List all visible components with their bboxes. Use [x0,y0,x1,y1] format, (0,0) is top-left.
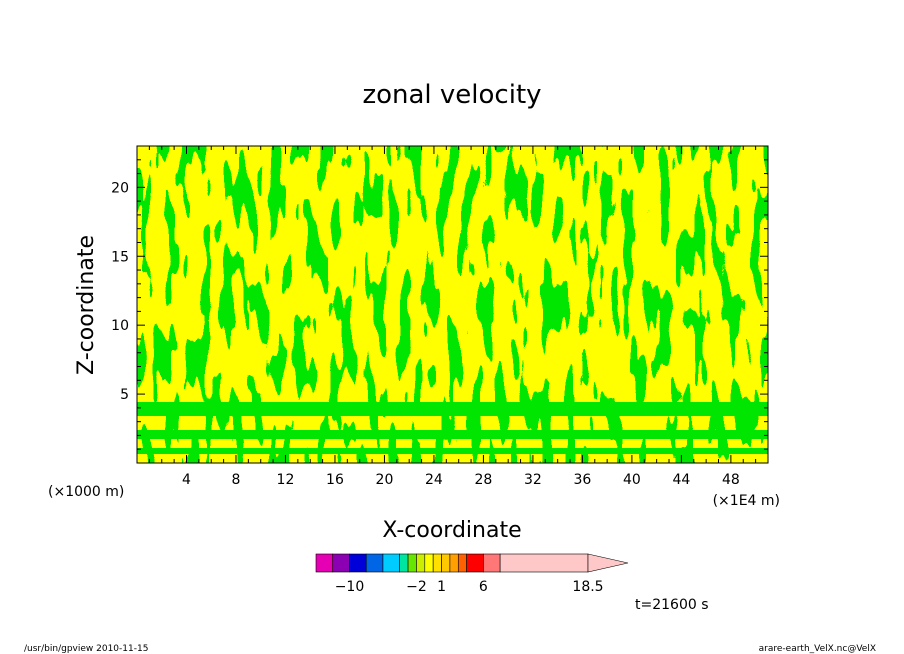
colorbar-label: 18.5 [572,579,603,595]
colorbar-segment [382,553,400,573]
colorbar-segment [399,553,409,573]
y-tick-label: 10 [111,318,129,334]
x-tick-label: 20 [376,472,394,488]
colorbar-segment [416,553,426,573]
colorbar-segment [407,553,417,573]
x-tick-label: 32 [524,472,542,488]
x-unit-right: (×1E4 m) [713,493,780,509]
colorbar-label: 6 [479,579,488,595]
bottom-bands [137,402,768,454]
colorbar-label: 1 [437,579,446,595]
colorbar-segment [483,553,501,573]
footer-left: /usr/bin/gpview 2010-11-15 [24,644,148,654]
x-unit-left: (×1000 m) [48,484,124,500]
time-label: t=21600 s [635,597,709,613]
x-tick-label: 48 [722,472,740,488]
y-tick-label: 5 [120,387,129,403]
colorbar-segment [332,553,350,573]
x-axis: 4 8 12 16 20 24 28 32 36 40 44 48 [148,146,757,488]
colorbar-segment [457,553,467,573]
x-tick-label: 16 [326,472,344,488]
y-axis: 5 10 15 20 [111,159,768,450]
x-tick-label: 8 [232,472,241,488]
colorbar-segment [499,553,589,573]
x-tick-label: 12 [277,472,295,488]
colorbar-segment [466,553,484,573]
colorbar-segment [365,553,384,573]
x-axis-label: X-coordinate [382,518,521,543]
chart-title: zonal velocity [362,80,541,110]
plot-area [137,146,768,463]
plot-frame [136,145,769,464]
x-tick-label: 4 [182,472,191,488]
colorbar-segment [449,553,459,573]
x-tick-label: 24 [425,472,443,488]
colorbar-segment [315,553,334,573]
colorbar-segment [424,553,434,573]
colorbar-extend-arrow [587,553,629,573]
footer-right: arare-earth_VelX.nc@VelX [759,644,876,654]
x-tick-label: 44 [672,472,690,488]
x-tick-label: 28 [475,472,493,488]
y-tick-label: 15 [111,249,129,265]
colorbar: −10 −2 1 6 18.5 [315,553,629,595]
colorbar-segment [441,553,451,573]
colorbar-segment [432,553,442,573]
colorbar-segment [349,553,367,573]
colorbar-label: −2 [406,579,427,595]
y-tick-label: 20 [111,180,129,196]
x-tick-label: 36 [573,472,591,488]
y-axis-label: Z-coordinate [74,235,99,375]
x-tick-label: 40 [623,472,641,488]
colorbar-label: −10 [335,579,365,595]
